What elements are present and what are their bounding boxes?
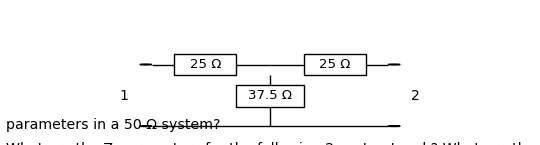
Text: parameters in a 50 Ω system?: parameters in a 50 Ω system? xyxy=(6,118,221,132)
Text: What are the Z-parameters for the following 2-port network? What are the S-: What are the Z-parameters for the follow… xyxy=(6,142,540,145)
Bar xyxy=(237,85,303,107)
Text: 25 Ω: 25 Ω xyxy=(190,58,221,71)
Text: 25 Ω: 25 Ω xyxy=(319,58,350,71)
Text: 37.5 Ω: 37.5 Ω xyxy=(248,89,292,102)
Bar xyxy=(174,54,237,75)
Text: 2: 2 xyxy=(411,89,420,103)
Bar xyxy=(303,54,366,75)
Text: 1: 1 xyxy=(120,89,129,103)
